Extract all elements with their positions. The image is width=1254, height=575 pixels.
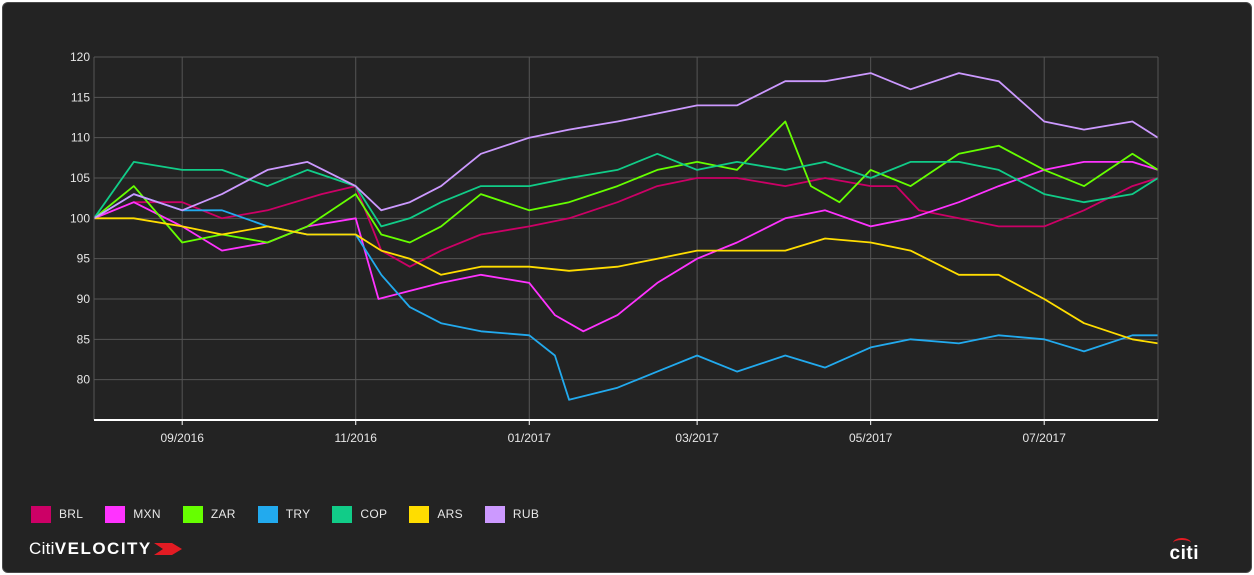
y-tick-label: 120 [70, 50, 90, 64]
legend-swatch [31, 505, 51, 523]
series-line-cop [93, 152, 1159, 228]
legend-item-rub[interactable]: RUB [484, 505, 540, 523]
x-tick-label: 11/2016 [334, 431, 377, 445]
legend-item-mxn[interactable]: MXN [105, 505, 161, 523]
series-line-zar [93, 120, 1159, 244]
citivelocity-logo: Citi VELOCITY [29, 539, 184, 559]
y-tick-label: 100 [70, 211, 90, 225]
x-tick-label: 09/2016 [160, 431, 204, 445]
legend-item-cop[interactable]: COP [332, 505, 388, 523]
legend-label: MXN [133, 507, 161, 521]
legend-label: BRL [59, 507, 84, 521]
y-tick-label: 85 [77, 332, 91, 346]
y-tick-label: 80 [77, 373, 91, 387]
series-line-brl [93, 177, 1159, 268]
legend: BRL MXN ZAR TRY COP ARS RUB [31, 503, 561, 525]
grid-lines [94, 56, 1158, 420]
brand-name: VELOCITY [54, 539, 152, 558]
legend-label: ARS [437, 507, 463, 521]
y-tick-label: 115 [71, 90, 90, 104]
legend-swatch [182, 505, 203, 523]
legend-item-try[interactable]: TRY [257, 505, 311, 523]
legend-swatch [332, 505, 353, 523]
chevron-arrow-icon [153, 543, 182, 555]
x-tick-label: 01/2017 [508, 431, 552, 445]
series-line-mxn [93, 161, 1159, 333]
y-tick-label: 90 [77, 292, 91, 306]
legend-label: COP [360, 507, 388, 521]
legend-item-brl[interactable]: BRL [31, 505, 84, 523]
legend-label: TRY [285, 507, 311, 521]
legend-item-zar[interactable]: ZAR [182, 505, 236, 523]
y-tick-label: 110 [71, 131, 90, 145]
legend-label: RUB [512, 507, 540, 521]
brand-prefix: Citi [29, 539, 55, 558]
series-line-rub [93, 72, 1159, 220]
x-tick-label: 07/2017 [1023, 431, 1067, 445]
y-tick-label: 105 [70, 171, 90, 185]
series-line-ars [94, 217, 1159, 345]
y-tick-label: 95 [77, 252, 91, 266]
legend-swatch [257, 505, 278, 523]
axes: 80 85 90 95 100 105 110 115 120 09/2016 11/2016 01/… [70, 50, 1159, 445]
series-lines [93, 72, 1159, 401]
legend-swatch [105, 505, 126, 523]
line-chart: 80 85 90 95 100 105 110 115 120 09/2016 11/2016 01/… [70, 50, 1159, 445]
legend-item-ars[interactable]: ARS [409, 505, 463, 523]
legend-swatch [484, 505, 505, 523]
citi-arc-icon [1172, 538, 1191, 548]
x-tick-label: 05/2017 [849, 431, 893, 445]
x-tick-label: 03/2017 [675, 431, 719, 445]
legend-label: ZAR [210, 507, 236, 521]
legend-swatch [409, 505, 430, 523]
series-line-try [93, 193, 1158, 401]
citi-logo: citi [1169, 538, 1199, 565]
citi-logo-text: citi [1169, 543, 1199, 564]
